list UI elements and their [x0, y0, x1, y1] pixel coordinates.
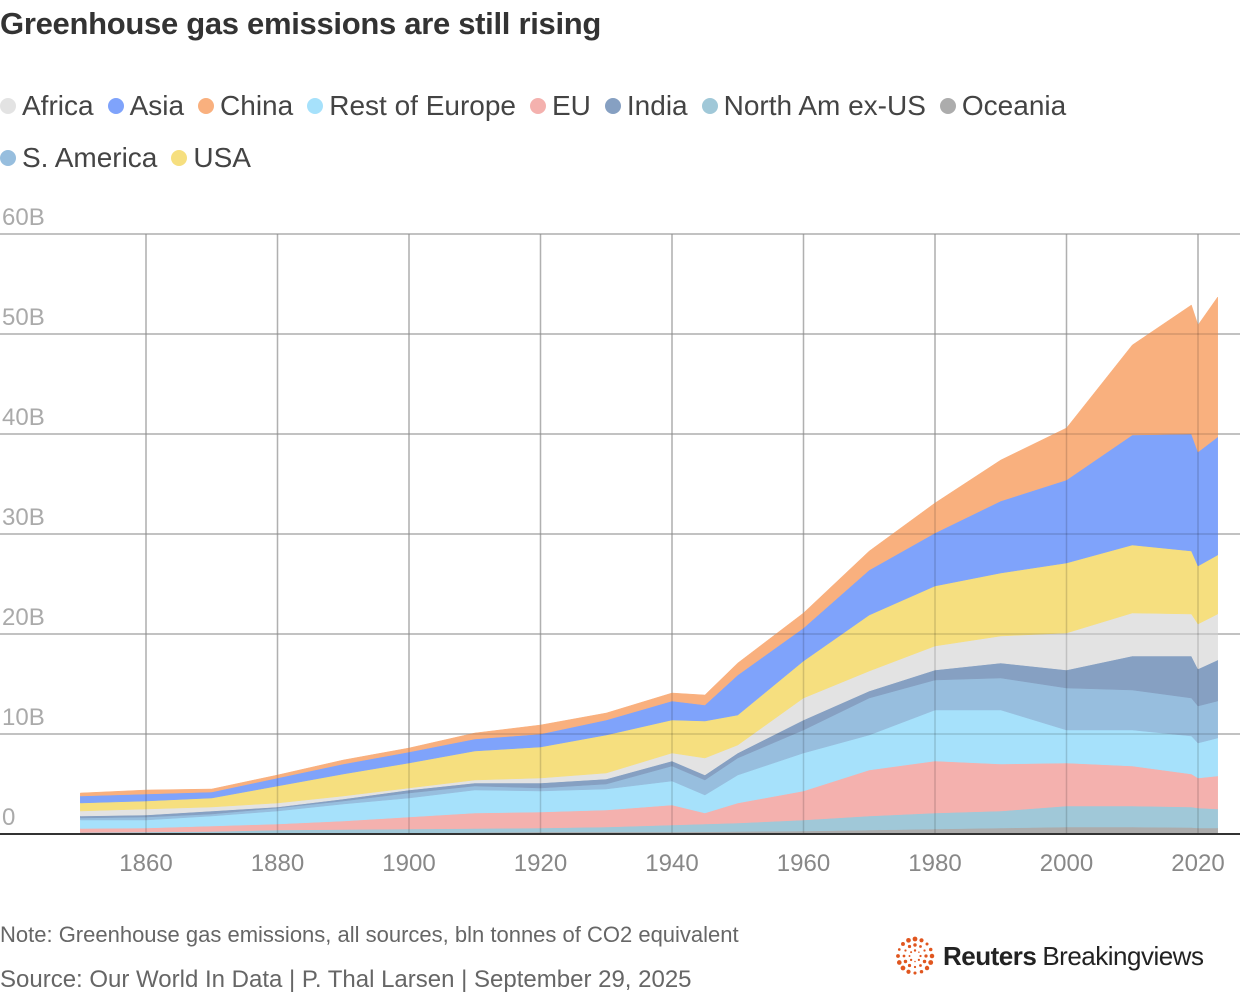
legend-item-eu: EU [530, 80, 591, 132]
y-tick-label: 30B [2, 504, 45, 531]
reuters-logo-icon [896, 936, 935, 975]
logo-dot [925, 942, 929, 946]
legend-item-asia: Asia [107, 80, 185, 132]
logo-dot [924, 965, 930, 971]
legend-swatch [0, 98, 16, 114]
logo-text-light: Breakingviews [1042, 940, 1204, 971]
area-series [0, 233, 1240, 835]
legend-item-africa: Africa [0, 80, 94, 132]
legend-label: Africa [22, 90, 94, 121]
legend-item-oceania: Oceania [939, 80, 1067, 132]
x-tick-label: 1940 [645, 850, 698, 877]
logo-dot [910, 951, 913, 954]
logo-dot [912, 936, 918, 942]
legend-swatch [604, 98, 621, 114]
logo-dot [917, 958, 920, 961]
logo-dot [928, 947, 933, 952]
logo-dot [906, 969, 911, 974]
legend-item-india: India [604, 80, 688, 132]
y-tick-label: 50B [2, 304, 45, 331]
area-china [80, 296, 1218, 797]
legend-label: India [626, 90, 688, 121]
legend-swatch [701, 98, 718, 114]
logo-dot [907, 944, 912, 949]
x-tick-label: 2020 [1171, 850, 1224, 877]
x-tick-label: 1900 [382, 850, 435, 877]
legend-label: North Am ex-US [723, 90, 926, 121]
y-tick-label: 20B [2, 604, 45, 631]
reuters-breakingviews-logo: Reuters Breakingviews [895, 936, 1204, 976]
logo-dot [919, 945, 922, 948]
logo-dot [896, 960, 902, 965]
legend-swatch [171, 150, 188, 166]
logo-dot [913, 943, 917, 947]
legend-item-usa: USA [171, 132, 251, 184]
legend-label: Oceania [961, 90, 1067, 121]
logo-dot [928, 960, 934, 965]
logo-dot [909, 958, 913, 962]
logo-dot [918, 951, 920, 953]
y-tick-label: 40B [2, 404, 45, 431]
axes: 0 10B 20B 30B 40B 50B 60B 1860 1880 1900 1920 1940 1… [0, 204, 1240, 877]
y-tick-label: 10B [2, 704, 45, 731]
logo-dot [914, 960, 916, 963]
legend-label: S. America [22, 142, 158, 173]
legend-swatch [0, 150, 16, 166]
logo-dot [900, 965, 906, 971]
legend-label: Rest of Europe [329, 90, 516, 121]
legend-item-north-am-ex-us: North Am ex-US [701, 80, 926, 132]
logo-dot [907, 963, 912, 968]
logo-dot [913, 949, 917, 952]
logo-dot [897, 948, 901, 951]
x-tick-label: 1880 [251, 850, 304, 877]
legend-swatch [530, 98, 546, 114]
logo-dot [919, 954, 922, 958]
legend-swatch [107, 98, 124, 114]
x-tick-label: 1980 [908, 850, 961, 877]
logo-dot [902, 954, 906, 958]
logo-dot [929, 953, 935, 959]
legend-label: USA [193, 142, 251, 173]
legend-swatch [939, 98, 956, 114]
logo-dot [904, 949, 907, 952]
legend-label: EU [552, 90, 591, 121]
x-tick-label: 1920 [514, 850, 567, 877]
logo-dot [906, 937, 911, 943]
logo-dot [919, 938, 924, 943]
legend: Africa Asia China Rest of Europe EU India Nort… [0, 80, 1230, 184]
logo-dot [919, 969, 924, 974]
legend-item-rest-of-europe: Rest of Europe [307, 80, 516, 132]
x-tick-label: 2000 [1040, 850, 1093, 877]
chart-source: Source: Our World In Data | P. Thal Lars… [0, 966, 692, 993]
chart-note: Note: Greenhouse gas emissions, all sour… [0, 922, 739, 947]
x-tick-label: 1960 [777, 850, 830, 877]
logo-dot [923, 949, 926, 952]
chart-title: Greenhouse gas emissions are still risin… [0, 6, 602, 41]
legend-swatch [198, 98, 215, 114]
logo-dot [908, 955, 911, 957]
logo-dot [913, 965, 917, 969]
logo-dot [924, 954, 928, 958]
legend-swatch [307, 98, 324, 114]
legend-item-s-america: S. America [0, 132, 157, 184]
logo-text-bold: Reuters [943, 940, 1037, 971]
y-tick-label: 0 [2, 804, 15, 831]
legend-label: Asia [129, 90, 185, 121]
legend-label: China [220, 90, 294, 121]
logo-dot [896, 954, 900, 958]
logo-dot [919, 964, 922, 967]
logo-dot [913, 971, 917, 975]
legend-item-china: China [198, 80, 293, 132]
x-tick-label: 1860 [119, 850, 172, 877]
logo-dot [901, 942, 905, 946]
y-tick-label: 60B [2, 204, 45, 231]
logo-dot [922, 959, 927, 964]
logo-dot [903, 959, 908, 964]
